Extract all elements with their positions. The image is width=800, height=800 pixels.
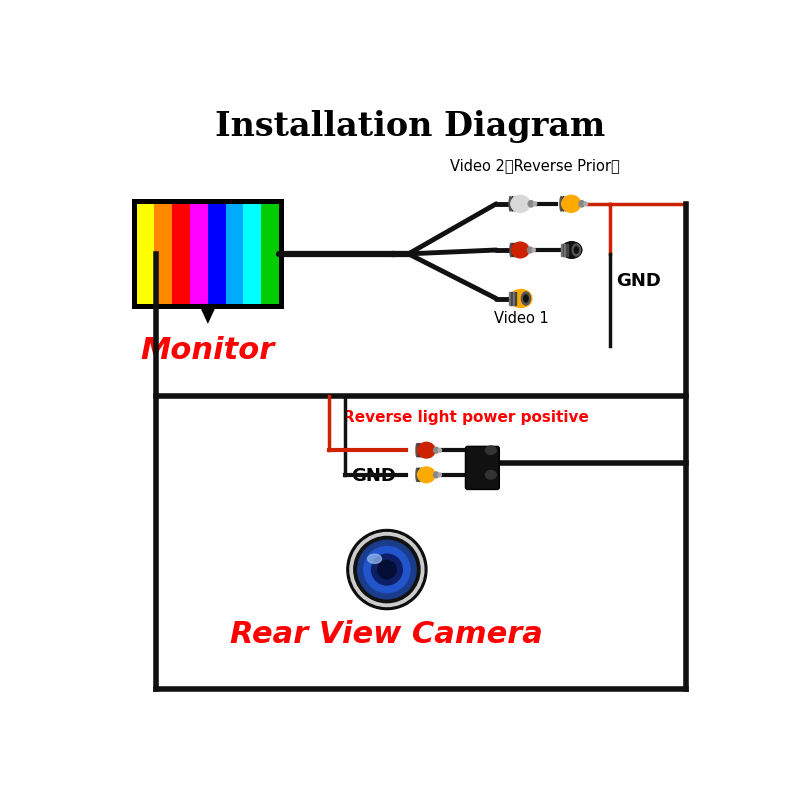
Circle shape — [358, 540, 416, 599]
Text: GND: GND — [616, 271, 662, 290]
Bar — [562, 244, 564, 256]
Ellipse shape — [516, 243, 518, 257]
Ellipse shape — [486, 470, 496, 479]
Bar — [208, 204, 226, 304]
Ellipse shape — [562, 197, 565, 211]
Ellipse shape — [368, 554, 382, 563]
Ellipse shape — [416, 443, 418, 457]
Ellipse shape — [420, 443, 422, 457]
Bar — [514, 292, 517, 305]
Circle shape — [532, 248, 535, 252]
Ellipse shape — [522, 292, 530, 305]
Bar — [564, 244, 566, 256]
Ellipse shape — [569, 197, 571, 211]
Ellipse shape — [518, 243, 520, 257]
Ellipse shape — [564, 197, 566, 211]
Ellipse shape — [574, 246, 578, 254]
Circle shape — [347, 530, 427, 610]
Ellipse shape — [434, 447, 438, 453]
Ellipse shape — [486, 446, 496, 454]
Bar — [172, 204, 190, 304]
Ellipse shape — [418, 467, 435, 482]
Bar — [137, 204, 154, 304]
Circle shape — [354, 537, 420, 602]
Ellipse shape — [418, 443, 420, 457]
Bar — [262, 204, 279, 304]
Circle shape — [378, 560, 396, 578]
Bar — [243, 204, 262, 304]
Text: Rear View Camera: Rear View Camera — [230, 620, 543, 650]
Text: Video 2（Reverse Prior）: Video 2（Reverse Prior） — [450, 158, 620, 173]
Bar — [511, 292, 513, 305]
Ellipse shape — [511, 242, 529, 258]
Ellipse shape — [420, 468, 422, 482]
Text: Installation Diagram: Installation Diagram — [215, 110, 605, 143]
Ellipse shape — [424, 468, 426, 482]
Circle shape — [438, 473, 442, 477]
Ellipse shape — [418, 468, 420, 482]
Ellipse shape — [528, 201, 534, 207]
Text: Monitor: Monitor — [141, 336, 275, 366]
Ellipse shape — [562, 195, 581, 212]
Circle shape — [533, 202, 537, 206]
Bar — [561, 244, 562, 256]
Polygon shape — [198, 304, 217, 324]
Ellipse shape — [514, 243, 516, 257]
Ellipse shape — [422, 443, 424, 457]
Ellipse shape — [514, 197, 516, 211]
Ellipse shape — [562, 242, 582, 258]
Ellipse shape — [511, 197, 514, 211]
Ellipse shape — [512, 243, 514, 257]
Ellipse shape — [510, 243, 512, 257]
Text: Video 1: Video 1 — [494, 311, 548, 326]
Ellipse shape — [518, 197, 520, 211]
Circle shape — [364, 546, 410, 593]
Bar — [513, 292, 514, 305]
Bar — [154, 204, 172, 304]
Ellipse shape — [509, 197, 511, 211]
Ellipse shape — [516, 197, 518, 211]
Ellipse shape — [566, 197, 569, 211]
Circle shape — [350, 533, 424, 606]
Bar — [226, 204, 243, 304]
Ellipse shape — [510, 290, 532, 307]
Ellipse shape — [422, 468, 424, 482]
Bar — [132, 199, 284, 309]
FancyBboxPatch shape — [466, 446, 499, 490]
Ellipse shape — [524, 295, 528, 302]
Ellipse shape — [416, 468, 418, 482]
Text: GND: GND — [350, 467, 395, 485]
Circle shape — [438, 449, 442, 452]
Circle shape — [371, 554, 402, 585]
Bar — [190, 204, 208, 304]
Ellipse shape — [572, 244, 581, 256]
Bar — [510, 292, 511, 305]
Ellipse shape — [424, 443, 426, 457]
Text: Reverse light power positive: Reverse light power positive — [343, 410, 589, 426]
Ellipse shape — [511, 195, 530, 212]
Ellipse shape — [418, 442, 435, 458]
Ellipse shape — [527, 247, 533, 253]
Ellipse shape — [560, 197, 562, 211]
Ellipse shape — [579, 201, 585, 207]
Ellipse shape — [434, 472, 438, 478]
Bar — [566, 244, 568, 256]
Circle shape — [584, 202, 587, 206]
